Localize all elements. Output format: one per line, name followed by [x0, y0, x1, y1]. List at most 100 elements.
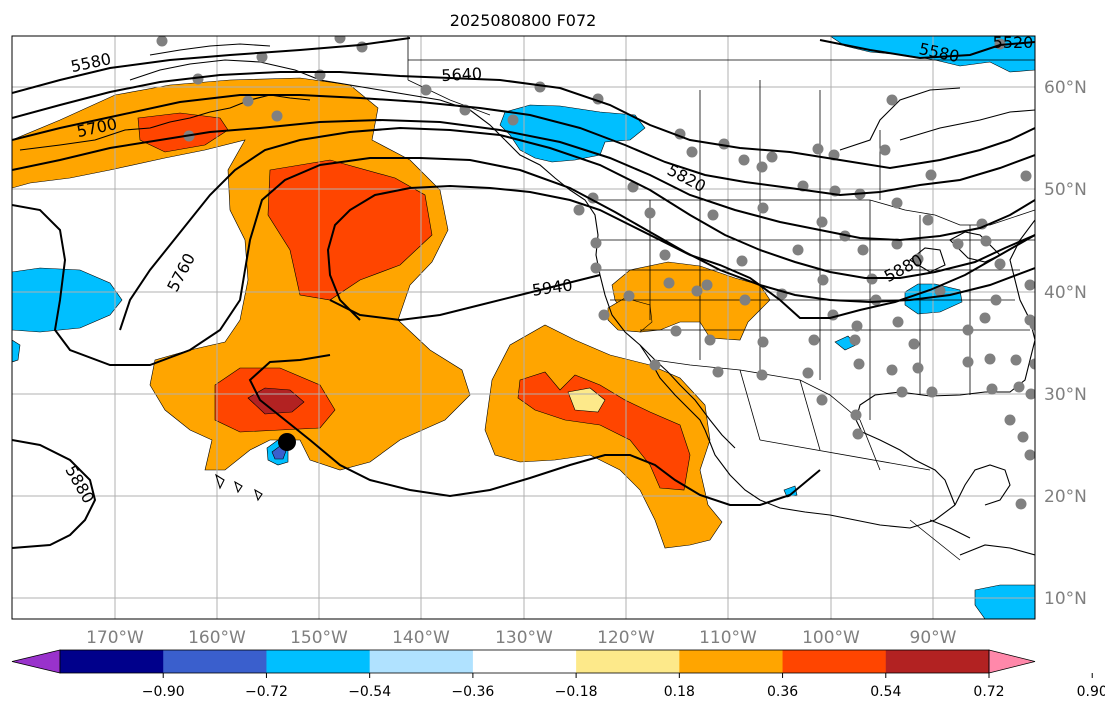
station-dot: [980, 235, 992, 247]
blue-region-gulf-alaska: [499, 104, 646, 163]
station-dot: [1020, 170, 1032, 182]
station-dot: [952, 238, 964, 250]
station-dot: [1025, 388, 1035, 400]
contour-5700: [12, 94, 1035, 197]
contour-5880-west: [12, 439, 97, 549]
lon-label-110w: 110°W: [699, 628, 757, 648]
station-dot: [792, 244, 804, 256]
station-dot: [851, 320, 863, 332]
contour-5940: [248, 354, 821, 506]
colorbar-segment: [782, 650, 887, 673]
station-dot: [701, 279, 713, 291]
colorbar: −0.90 −0.72 −0.54 −0.36 −0.18 0.18 0.36 0.54 0.7…: [11, 649, 1105, 700]
station-dot: [925, 169, 937, 181]
station-dot: [1013, 381, 1025, 393]
station-dot: [242, 95, 254, 107]
station-dot: [984, 353, 996, 365]
lon-label-170w: 170°W: [86, 628, 144, 648]
station-dot: [994, 258, 1006, 270]
lat-label-60: 60°N: [1044, 78, 1087, 98]
colorbar-tick-label: 0.54: [870, 684, 901, 700]
station-dot: [686, 146, 698, 158]
colorbar-tick-label: −0.36: [451, 684, 494, 700]
station-dot: [670, 325, 682, 337]
station-dot: [704, 334, 716, 346]
blue-region-small-gulf: [783, 485, 798, 498]
station-dot: [659, 249, 671, 261]
map-panel: 5580 5640 5700 5760 5820 5880 5940 5880 …: [11, 33, 1036, 620]
lon-label-150w: 150°W: [290, 628, 348, 648]
station-dot: [922, 214, 934, 226]
station-dot: [766, 151, 778, 163]
station-dot: [849, 334, 861, 346]
station-dot: [1004, 414, 1016, 426]
station-dot: [1024, 279, 1035, 291]
lon-label-120w: 120°W: [597, 628, 655, 648]
station-dot: [986, 383, 998, 395]
station-dot: [962, 324, 974, 336]
colorbar-segment: [679, 650, 784, 673]
station-dot: [886, 364, 898, 376]
station-dot: [156, 36, 168, 47]
lat-label-20: 20°N: [1044, 487, 1087, 507]
station-dot: [598, 309, 610, 321]
station-dot: [757, 202, 769, 214]
station-dot: [691, 285, 703, 297]
colorbar-segment: [266, 650, 371, 673]
station-dot: [879, 144, 891, 156]
colorbar-extend-high: [988, 649, 1036, 674]
colorbar-tick-label: −0.72: [245, 684, 288, 700]
station-dot: [816, 216, 828, 228]
station-dot: [738, 154, 750, 166]
station-dot: [816, 394, 828, 406]
station-dot: [420, 84, 432, 96]
colorbar-extend-low: [11, 649, 61, 674]
contour-label-5520: 5520: [993, 33, 1034, 52]
colorbar-segment: [163, 650, 267, 673]
graticule: [12, 36, 1035, 619]
shaded-fields: [12, 36, 1035, 619]
lat-label-30: 30°N: [1044, 385, 1087, 405]
station-dot: [853, 358, 865, 370]
station-dot: [896, 386, 908, 398]
station-dot: [1029, 358, 1035, 370]
station-dot: [712, 366, 724, 378]
station-dot: [892, 316, 904, 328]
station-dot: [736, 255, 748, 267]
contour-5640: [12, 71, 1035, 170]
colorbar-segment: [885, 650, 990, 673]
station-dot: [808, 334, 820, 346]
contour-label-5640: 5640: [441, 64, 483, 85]
blue-region-westpac-small: [12, 339, 21, 363]
station-dot: [739, 294, 751, 306]
contour-5580-east: [819, 39, 1035, 60]
lon-label-140w: 140°W: [392, 628, 450, 648]
colorbar-tick-label: −0.90: [142, 684, 185, 700]
station-dot: [812, 143, 824, 155]
station-dot: [663, 277, 675, 289]
colorbar-segment: [369, 650, 474, 673]
station-dot: [934, 285, 946, 297]
station-dot: [891, 197, 903, 209]
station-dot: [926, 386, 938, 398]
station-dot: [962, 356, 974, 368]
blue-region-caribbean: [974, 584, 1035, 619]
lat-label-10: 10°N: [1044, 589, 1087, 609]
station-dot: [756, 369, 768, 381]
contour-5760: [12, 118, 1035, 242]
station-dot: [817, 274, 829, 286]
red-region-npac-north: [267, 159, 433, 301]
colorbar-tick-label: −0.18: [555, 684, 598, 700]
contour-5940-north: [329, 274, 601, 322]
station-dot: [886, 94, 898, 106]
contour-low-westpac: [12, 157, 1035, 366]
station-dot: [707, 209, 719, 221]
station-dot: [573, 204, 585, 216]
lat-label-40: 40°N: [1044, 283, 1087, 303]
station-dot: [912, 362, 924, 374]
station-dot: [623, 290, 635, 302]
station-dot: [756, 161, 768, 173]
station-dot: [912, 253, 924, 265]
station-dot: [334, 36, 346, 44]
height-contours: [12, 37, 1035, 549]
